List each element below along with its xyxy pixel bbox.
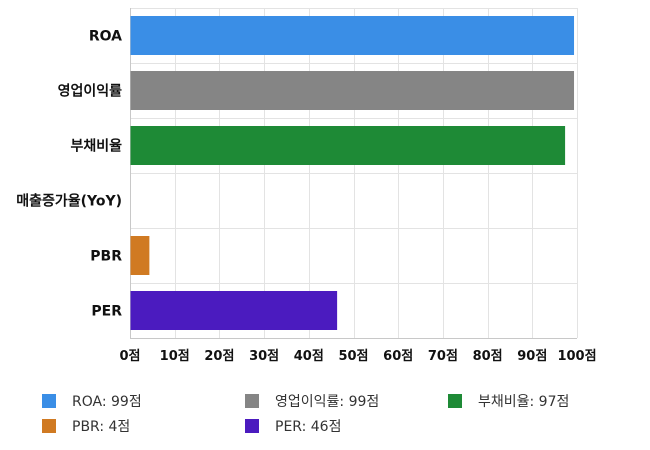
chart-legend: ROA: 99점 영업이익률: 99점 부채비율: 97점 PBR: 4점 PER: 4…: [0, 384, 650, 444]
x-tick-label-1: 10점: [160, 349, 190, 364]
legend-label: 부채비율: 97점: [478, 394, 570, 410]
category-label-0: ROA: [89, 29, 122, 45]
legend-label: PER: 46점: [275, 419, 342, 435]
x-tick-label-7: 70점: [428, 349, 458, 364]
bar-2: [130, 126, 566, 165]
legend-item-4: PER: 46점: [245, 415, 341, 437]
legend-item-0: ROA: 99점: [42, 390, 142, 412]
legend-item-2: 부채비율: 97점: [448, 390, 569, 412]
x-tick-label-0: 0점: [119, 349, 140, 364]
legend-swatch: [245, 394, 259, 408]
legend-item-1: 영업이익률: 99점: [245, 390, 379, 412]
legend-label: 영업이익률: 99점: [275, 394, 380, 410]
legend-swatch: [448, 394, 462, 408]
legend-swatch: [42, 419, 56, 433]
bar-1: [130, 71, 575, 110]
x-tick-label-3: 30점: [249, 349, 279, 364]
x-tick-label-4: 40점: [294, 349, 324, 364]
bar-4: [130, 236, 150, 275]
legend-swatch: [245, 419, 259, 433]
x-tick-label-8: 80점: [473, 349, 503, 364]
x-tick-label-9: 90점: [517, 349, 547, 364]
bar-5: [130, 291, 338, 330]
x-tick-label-6: 60점: [383, 349, 413, 364]
legend-label: ROA: 99점: [72, 394, 142, 410]
bar-0: [130, 16, 575, 55]
category-label-5: PER: [91, 304, 122, 320]
legend-swatch: [42, 394, 56, 408]
category-label-3: 매출증가율(YoY): [16, 193, 122, 210]
x-tick-label-2: 20점: [204, 349, 234, 364]
x-tick-label-10: 100점: [557, 349, 596, 364]
legend-label: PBR: 4점: [72, 419, 131, 435]
category-label-2: 부채비율: [70, 138, 122, 155]
legend-item-3: PBR: 4점: [42, 415, 130, 437]
category-label-4: PBR: [90, 249, 122, 265]
category-label-1: 영업이익률: [58, 83, 123, 100]
x-tick-label-5: 50점: [338, 349, 368, 364]
